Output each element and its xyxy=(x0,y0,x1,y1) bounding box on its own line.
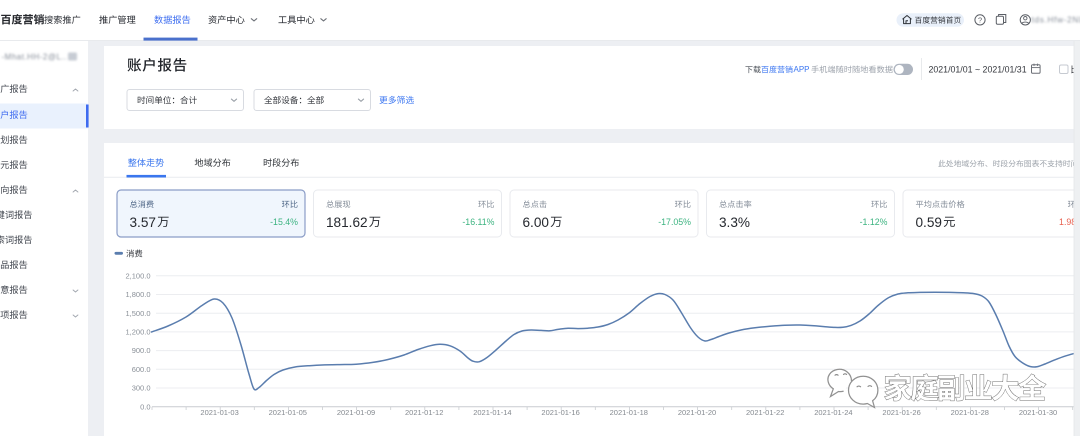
svg-text:2021-01-16: 2021-01-16 xyxy=(541,408,579,417)
svg-text:0.59: 0.59 xyxy=(916,215,942,230)
svg-text:1.98%: 1.98% xyxy=(1059,217,1080,227)
svg-text:2021-01-22: 2021-01-22 xyxy=(746,408,784,417)
svg-text:2021-01-12: 2021-01-12 xyxy=(405,408,443,417)
svg-text:tds.Hfw-2NL.: tds.Hfw-2NL. xyxy=(1032,16,1080,25)
svg-text:3.57: 3.57 xyxy=(130,215,156,230)
svg-text:2021-01-14: 2021-01-14 xyxy=(473,408,511,417)
svg-text:600.0: 600.0 xyxy=(132,365,151,374)
svg-text:2021-01-24: 2021-01-24 xyxy=(814,408,852,417)
svg-text:6.00: 6.00 xyxy=(523,215,550,230)
svg-text:2021-01-05: 2021-01-05 xyxy=(269,408,307,417)
svg-text:900.0: 900.0 xyxy=(132,346,151,355)
svg-text:2021-01-09: 2021-01-09 xyxy=(337,408,375,417)
svg-text:2021-01-26: 2021-01-26 xyxy=(882,408,920,417)
svg-text:3.3%: 3.3% xyxy=(719,215,750,230)
svg-text:1,800.0: 1,800.0 xyxy=(125,290,150,299)
svg-text:APP: APP xyxy=(794,65,810,74)
svg-text:-17.05%: -17.05% xyxy=(658,217,691,227)
svg-text:-1.12%: -1.12% xyxy=(860,217,888,227)
svg-text:2021-01-20: 2021-01-20 xyxy=(678,408,716,417)
svg-text:-16.11%: -16.11% xyxy=(462,217,494,227)
svg-text:0.0: 0.0 xyxy=(140,402,150,411)
svg-text:181.62: 181.62 xyxy=(326,215,368,230)
svg-text:300.0: 300.0 xyxy=(132,384,151,393)
svg-text:1,200.0: 1,200.0 xyxy=(125,328,150,337)
svg-text:?: ? xyxy=(978,16,982,25)
svg-text:2021-01-18: 2021-01-18 xyxy=(610,408,648,417)
svg-text:-Mhat.HH-2@L..: -Mhat.HH-2@L.. xyxy=(2,52,67,61)
svg-text:1,500.0: 1,500.0 xyxy=(125,309,150,318)
svg-text:2,100.0: 2,100.0 xyxy=(125,271,150,280)
svg-text:2021-01-30: 2021-01-30 xyxy=(1019,408,1057,417)
svg-text:-15.4%: -15.4% xyxy=(270,217,298,227)
svg-text:2021-01-03: 2021-01-03 xyxy=(200,408,238,417)
svg-text:2021/01/01 ~ 2021/01/31: 2021/01/01 ~ 2021/01/31 xyxy=(929,65,1027,75)
svg-text:2021-01-28: 2021-01-28 xyxy=(951,408,989,417)
